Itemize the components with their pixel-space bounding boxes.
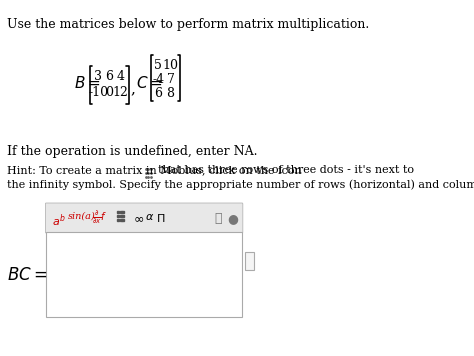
Text: If the operation is undefined, enter NA.: If the operation is undefined, enter NA. [8,145,258,158]
Text: $C=$: $C=$ [136,75,163,91]
FancyBboxPatch shape [246,252,254,270]
Text: Hint: To create a matrix in Mobius, click on the icon: Hint: To create a matrix in Mobius, clic… [8,165,302,175]
Text: $BC=$: $BC=$ [8,267,48,284]
Text: 12: 12 [112,86,128,99]
Text: $\frac{\partial}{\partial x}f$: $\frac{\partial}{\partial x}f$ [92,209,108,226]
Text: 5: 5 [154,59,162,72]
Text: $\alpha$: $\alpha$ [146,212,155,222]
Text: $\Pi$: $\Pi$ [156,212,166,224]
Text: $\infty$: $\infty$ [133,212,144,225]
Text: 0: 0 [105,86,113,99]
FancyBboxPatch shape [46,232,242,317]
Text: the infinity symbol. Specify the appropriate number of rows (horizontal) and col: the infinity symbol. Specify the appropr… [8,179,474,189]
Text: ●: ● [227,212,238,225]
Text: 6: 6 [105,70,113,83]
Text: 10: 10 [163,59,179,72]
Text: $B=$: $B=$ [73,75,100,91]
FancyBboxPatch shape [46,203,243,233]
Text: that has three rows of three dots - it's next to: that has three rows of three dots - it's… [157,165,414,175]
Text: 4: 4 [116,70,124,83]
Text: 🗑: 🗑 [215,212,222,225]
Text: 8: 8 [166,87,174,100]
Text: ,: , [130,82,135,96]
Text: 6: 6 [154,87,162,100]
Text: 3: 3 [94,70,102,83]
Text: -4: -4 [152,73,164,86]
Text: $a^b$: $a^b$ [52,212,66,229]
Text: -10: -10 [88,86,108,99]
Text: 7: 7 [166,73,174,86]
Text: sin(a): sin(a) [67,212,95,221]
Text: Use the matrices below to perform matrix multiplication.: Use the matrices below to perform matrix… [8,18,370,31]
